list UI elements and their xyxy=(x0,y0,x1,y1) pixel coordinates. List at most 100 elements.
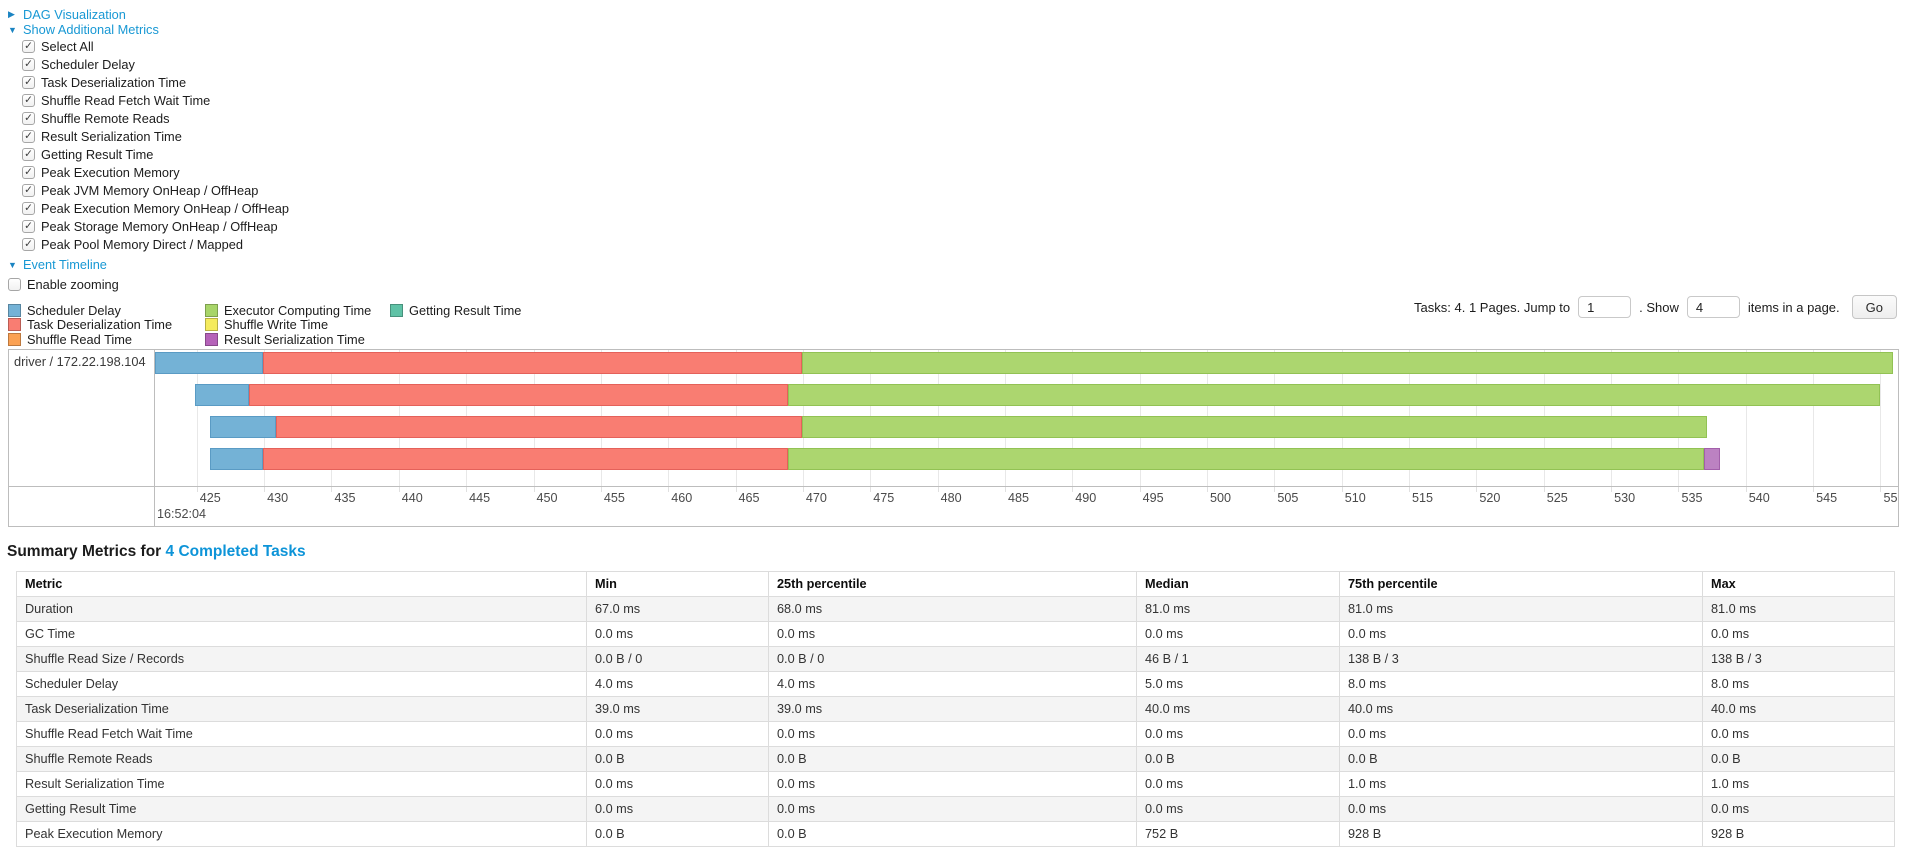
metric-checkbox[interactable] xyxy=(22,147,35,161)
metric-value-cell: 81.0 ms xyxy=(1339,596,1703,622)
task-bar-segment-result-serialization[interactable] xyxy=(1704,448,1721,470)
metric-value-cell: 4.0 ms xyxy=(768,671,1137,697)
timeline-tick-icon xyxy=(1813,487,1815,492)
task-bar-segment-executor-computing[interactable] xyxy=(801,352,1893,374)
summary-column-header: 25th percentile xyxy=(768,571,1137,597)
task-bar-segment-scheduler-delay[interactable] xyxy=(155,352,263,374)
metric-value-cell: 0.0 ms xyxy=(1339,621,1703,647)
task-bar-segment-executor-computing[interactable] xyxy=(801,416,1707,438)
timeline-tick-icon xyxy=(1072,487,1074,492)
timeline-tick-label: 530 xyxy=(1614,491,1636,505)
jump-to-page-input[interactable] xyxy=(1578,296,1632,318)
metric-value-cell: 0.0 ms xyxy=(586,621,769,647)
metric-checkbox[interactable] xyxy=(22,165,35,179)
metric-name-cell: Shuffle Read Size / Records xyxy=(16,646,587,672)
legend-item: Shuffle Write Time xyxy=(205,317,390,332)
timeline-tick-icon xyxy=(1678,487,1680,492)
task-bar-segment-executor-computing[interactable] xyxy=(788,448,1705,470)
metric-checkbox[interactable] xyxy=(22,93,35,107)
metric-checkbox[interactable] xyxy=(22,75,35,89)
timeline-axis-separator xyxy=(9,486,1898,487)
timeline-tick-icon xyxy=(1745,487,1747,492)
table-row: GC Time 0.0 ms 0.0 ms 0.0 ms 0.0 ms 0.0 ms xyxy=(16,621,1895,647)
timeline-gridline xyxy=(196,350,198,486)
metric-value-cell: 0.0 B xyxy=(586,746,769,772)
metric-name-cell: Shuffle Read Fetch Wait Time xyxy=(16,721,587,747)
metric-value-cell: 0.0 B xyxy=(586,821,769,847)
timeline-tick-icon xyxy=(1139,487,1141,492)
metric-value-cell: 8.0 ms xyxy=(1339,671,1703,697)
event-timeline-chart[interactable]: driver / 172.22.198.104 16:52:04 425 430 4… xyxy=(8,349,1899,527)
task-bar-segment-task-deserialization[interactable] xyxy=(249,384,789,406)
metric-checkbox[interactable] xyxy=(22,219,35,233)
metric-option-row: Scheduler Delay xyxy=(22,55,1907,73)
task-bar-segment-scheduler-delay[interactable] xyxy=(210,416,277,438)
legend-item: Scheduler Delay xyxy=(8,303,205,318)
metric-value-cell: 0.0 ms xyxy=(1339,796,1703,822)
metric-value-cell: 67.0 ms xyxy=(586,596,769,622)
timeline-tick-label: 470 xyxy=(805,491,827,505)
legend-item: Getting Result Time xyxy=(390,303,521,318)
task-bar-segment-scheduler-delay[interactable] xyxy=(210,448,263,470)
enable-zooming-row: Enable zooming xyxy=(8,275,1907,293)
metric-option-row: Getting Result Time xyxy=(22,145,1907,163)
stage-controls: ▶ DAG Visualization ▼ Show Additional Me… xyxy=(0,0,1907,293)
legend-swatch-icon xyxy=(205,303,218,317)
summary-table-header-row: Metric Min 25th percentile Median 75th perce… xyxy=(16,571,1895,597)
summary-column-header: Min xyxy=(586,571,769,597)
task-bar-segment-task-deserialization[interactable] xyxy=(262,352,802,374)
task-bar-segment-scheduler-delay[interactable] xyxy=(195,384,250,406)
legend-item: Task Deserialization Time xyxy=(8,317,205,332)
enable-zooming-label: Enable zooming xyxy=(27,276,119,292)
metric-name-cell: Shuffle Remote Reads xyxy=(16,746,587,772)
go-button[interactable]: Go xyxy=(1851,295,1897,319)
metric-name-cell: GC Time xyxy=(16,621,587,647)
metric-checkbox-label: Peak Pool Memory Direct / Mapped xyxy=(41,236,243,252)
metric-checkbox[interactable] xyxy=(22,201,35,215)
timeline-label-divider xyxy=(154,350,155,526)
metric-option-row: Task Deserialization Time xyxy=(22,73,1907,91)
timeline-axis: 16:52:04 425 430 435 440 445 450 455 460 465 470 4… xyxy=(155,487,1898,526)
timeline-tick-label: 460 xyxy=(671,491,693,505)
metric-option-row: Peak Pool Memory Direct / Mapped xyxy=(22,235,1907,253)
timeline-tick-label: 500 xyxy=(1209,491,1231,505)
metric-value-cell: 0.0 ms xyxy=(1136,721,1340,747)
metric-checkbox[interactable] xyxy=(22,237,35,251)
summary-metrics-title: Summary Metrics for 4 Completed Tasks xyxy=(7,543,1907,561)
timeline-tick-label: 510 xyxy=(1344,491,1366,505)
metric-checkbox[interactable] xyxy=(22,111,35,125)
legend-item-label: Executor Computing Time xyxy=(224,302,372,318)
enable-zooming-checkbox[interactable] xyxy=(8,277,21,291)
task-bar-segment-executor-computing[interactable] xyxy=(788,384,1881,406)
timeline-tick-icon xyxy=(533,487,535,492)
additional-metrics-checkbox-list: Select All Scheduler Delay Task Deserializ… xyxy=(22,37,1907,253)
metric-checkbox[interactable] xyxy=(22,183,35,197)
task-bar-segment-task-deserialization[interactable] xyxy=(276,416,802,438)
metric-checkbox-label: Peak JVM Memory OnHeap / OffHeap xyxy=(41,182,259,198)
summary-table-body: Duration 67.0 ms 68.0 ms 81.0 ms 81.0 ms 81.0… xyxy=(16,596,1895,847)
show-additional-metrics-toggle[interactable]: ▼ Show Additional Metrics xyxy=(8,22,1907,37)
metric-checkbox[interactable] xyxy=(22,39,35,53)
dag-visualization-toggle[interactable]: ▶ DAG Visualization xyxy=(8,7,1907,22)
metric-value-cell: 46 B / 1 xyxy=(1136,646,1340,672)
metric-value-cell: 0.0 ms xyxy=(586,721,769,747)
timeline-tick-label: 550 xyxy=(1883,491,1898,505)
metric-value-cell: 0.0 B xyxy=(1702,746,1895,772)
legend-swatch-icon xyxy=(8,303,21,317)
metric-checkbox[interactable] xyxy=(22,129,35,143)
metric-checkbox[interactable] xyxy=(22,57,35,71)
timeline-tick-icon xyxy=(735,487,737,492)
timeline-tick-icon xyxy=(331,487,333,492)
task-bar-segment-task-deserialization[interactable] xyxy=(262,448,789,470)
metric-value-cell: 68.0 ms xyxy=(768,596,1137,622)
table-row: Getting Result Time 0.0 ms 0.0 ms 0.0 ms 0.0… xyxy=(16,796,1895,822)
items-per-page-input[interactable] xyxy=(1686,296,1740,318)
timeline-tick-label: 465 xyxy=(738,491,760,505)
metric-checkbox-label: Scheduler Delay xyxy=(41,56,135,72)
metric-value-cell: 1.0 ms xyxy=(1339,771,1703,797)
timeline-tick-label: 505 xyxy=(1277,491,1299,505)
event-timeline-toggle[interactable]: ▼ Event Timeline xyxy=(8,257,1907,272)
table-row: Shuffle Read Size / Records 0.0 B / 0 0.0 … xyxy=(16,646,1895,672)
completed-tasks-link[interactable]: 4 Completed Tasks xyxy=(165,543,306,560)
timeline-tick-label: 485 xyxy=(1007,491,1029,505)
